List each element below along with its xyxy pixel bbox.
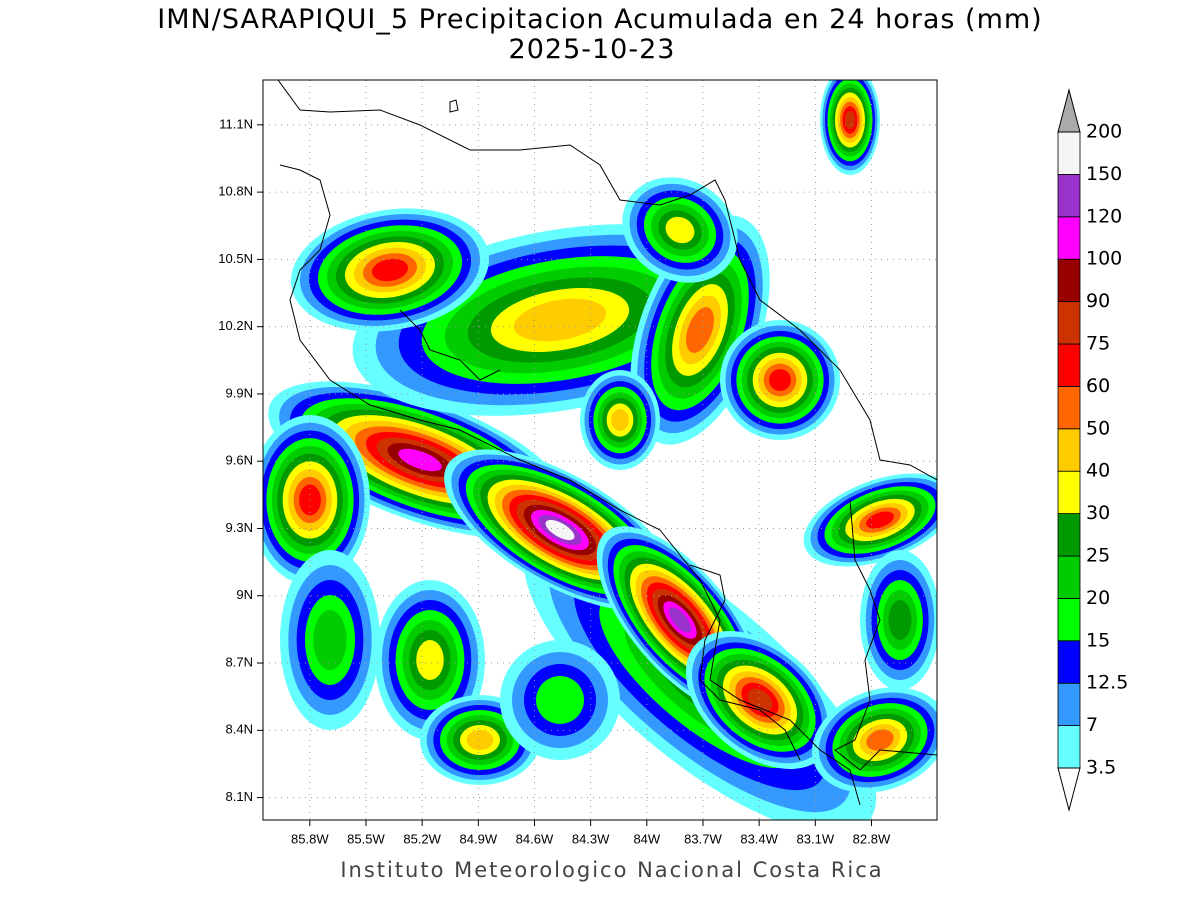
colorbar-swatch xyxy=(1057,470,1081,515)
precip-field xyxy=(263,80,937,820)
colorbar-label: 75 xyxy=(1086,333,1110,355)
precip-contour xyxy=(866,511,894,529)
x-tick-label: 84.9W xyxy=(460,831,498,846)
x-tick-label: 84.6W xyxy=(516,831,554,846)
y-axis: 8.1N 8.4N 8.7N 9N 9.3N 9.6N 9.9N 10.2N 10.5N 10.8… xyxy=(218,116,263,804)
precip-contour xyxy=(466,730,494,750)
border xyxy=(834,499,937,771)
island xyxy=(449,99,459,113)
x-tick-label: 85.8W xyxy=(291,831,329,846)
precip-contour xyxy=(769,369,791,391)
x-tick-label: 83.7W xyxy=(684,831,722,846)
precip-contour xyxy=(398,448,442,472)
colorbar-label: 60 xyxy=(1086,375,1110,397)
colorbar-label: 100 xyxy=(1086,248,1122,270)
precip-contour xyxy=(686,307,714,353)
precip-contour xyxy=(536,676,584,724)
precip-contour xyxy=(665,216,695,244)
precip-contour xyxy=(866,729,894,751)
coastline xyxy=(277,80,937,481)
y-tick-label: 9.9N xyxy=(226,385,253,400)
plot-frame xyxy=(262,79,938,821)
x-tick-label: 85.5W xyxy=(347,831,385,846)
credit: Instituto Meteorologico Nacional Costa R… xyxy=(340,858,883,882)
precip-contour xyxy=(545,519,575,541)
coastline xyxy=(399,309,501,381)
colorbar-label: 7 xyxy=(1086,714,1098,736)
border xyxy=(689,564,801,761)
colorbar-label: 30 xyxy=(1086,502,1110,524)
x-tick-label: 84W xyxy=(633,831,660,846)
colorbar-swatch xyxy=(1057,513,1081,557)
colorbar-over xyxy=(1057,88,1081,133)
x-tick-label: 82.8W xyxy=(853,831,891,846)
colorbar: 3.5 7 12.5 15 20 25 30 40 50 60 75 90 100 120 150 200 xyxy=(1057,88,1128,812)
y-tick-label: 10.5N xyxy=(218,251,253,266)
date: 2025-10-23 xyxy=(509,34,676,65)
colorbar-label: 15 xyxy=(1086,629,1110,651)
colorbar-label: 200 xyxy=(1086,121,1122,143)
y-tick-label: 10.8N xyxy=(218,184,253,199)
coastline xyxy=(279,164,861,806)
colorbar-swatch xyxy=(1057,131,1081,175)
precip-contour xyxy=(416,640,444,680)
colorbar-swatch xyxy=(1057,301,1081,345)
x-tick-label: 83.1W xyxy=(797,831,835,846)
colorbar-swatch xyxy=(1057,555,1081,599)
y-tick-label: 9N xyxy=(236,587,253,602)
y-tick-label: 11.1N xyxy=(219,116,253,131)
precip-contour xyxy=(371,258,409,282)
precip-contour xyxy=(888,600,912,640)
colorbar-swatch xyxy=(1057,385,1081,430)
coastlines xyxy=(277,80,937,806)
precip-contour xyxy=(313,610,347,670)
colorbar-label: 25 xyxy=(1086,545,1110,567)
colorbar-label: 12.5 xyxy=(1086,672,1128,694)
grid xyxy=(263,80,937,820)
precip-contour xyxy=(668,607,692,633)
colorbar-swatch xyxy=(1057,598,1081,642)
precip-contour xyxy=(611,408,629,432)
colorbar-swatch xyxy=(1057,640,1081,684)
y-tick-label: 10.2N xyxy=(218,318,253,333)
y-tick-label: 9.3N xyxy=(226,520,253,535)
colorbar-label: 20 xyxy=(1086,587,1110,609)
y-tick-label: 8.4N xyxy=(226,722,253,737)
colorbar-label: 90 xyxy=(1086,290,1110,312)
colorbar-swatch xyxy=(1057,258,1081,303)
precip-contour xyxy=(513,298,607,342)
colorbar-swatch xyxy=(1057,343,1081,387)
colorbar-label: 40 xyxy=(1086,460,1110,482)
colorbar-label: 3.5 xyxy=(1086,757,1116,779)
precip-contour xyxy=(845,110,855,130)
x-tick-label: 85.2W xyxy=(403,831,441,846)
colorbar-label: 50 xyxy=(1086,417,1110,439)
y-tick-label: 8.1N xyxy=(226,789,253,804)
x-tick-label: 83.4W xyxy=(740,831,778,846)
colorbar-under xyxy=(1057,767,1081,812)
colorbar-swatch xyxy=(1057,173,1081,218)
title: IMN/SARAPIQUI_5 Precipitacion Acumulada … xyxy=(157,4,1042,35)
colorbar-swatch xyxy=(1057,428,1081,472)
colorbar-swatch xyxy=(1057,216,1081,260)
colorbar-label: 120 xyxy=(1086,205,1122,227)
x-tick-label: 84.3W xyxy=(572,831,610,846)
colorbar-swatch xyxy=(1057,725,1081,769)
y-tick-label: 9.6N xyxy=(226,453,253,468)
x-axis: 85.8W 85.5W 85.2W 84.9W 84.6W 84.3W 84W 83.7W 83… xyxy=(291,820,891,846)
colorbar-label: 150 xyxy=(1086,163,1122,185)
y-tick-label: 8.7N xyxy=(226,654,253,669)
colorbar-swatch xyxy=(1057,682,1081,727)
